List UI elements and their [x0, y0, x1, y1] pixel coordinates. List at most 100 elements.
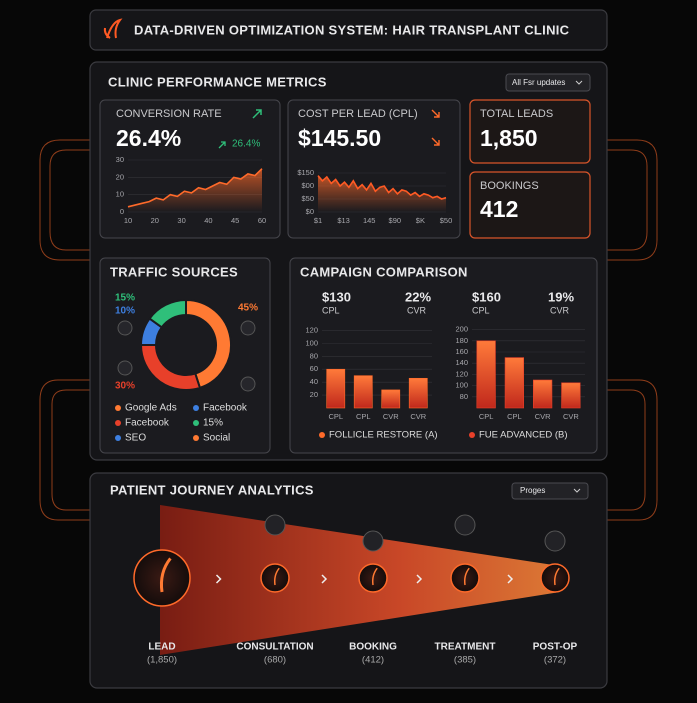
y-tick-label: 100: [455, 381, 468, 390]
card-title: TRAFFIC SOURCES: [110, 264, 238, 279]
bar: [326, 368, 346, 409]
bar: [533, 379, 553, 409]
panel-title: CLINIC PERFORMANCE METRICS: [108, 74, 327, 89]
dropdown-caret: [573, 488, 581, 493]
x-tick-label: $90: [389, 216, 402, 225]
y-tick-label: 120: [455, 369, 468, 378]
y-tick-label: $50: [301, 194, 314, 203]
stage-count: (372): [544, 655, 566, 666]
down-arrow: [431, 109, 440, 146]
stage-name: CONSULTATION: [236, 642, 313, 653]
y-tick-label: $150: [297, 168, 314, 177]
stage-name: POST-OP: [533, 642, 578, 653]
stage-count: (680): [264, 655, 286, 666]
campaign-cvr-label: CVR: [407, 305, 427, 315]
x-tick-label: CVR: [383, 412, 399, 421]
x-tick-label: $K: [416, 216, 425, 225]
y-tick-label: 140: [455, 358, 468, 367]
card-value: 1,850: [480, 125, 538, 151]
y-tick-label: 200: [455, 325, 468, 334]
legend-dot: [115, 435, 121, 441]
legend-label: Facebook: [125, 418, 170, 429]
donut-label: 30%: [115, 381, 135, 392]
legend-label: FUE ADVANCED (B): [479, 430, 568, 441]
x-tick-label: $13: [337, 216, 350, 225]
campaign-cpl: $160: [472, 289, 501, 304]
campaign-cvr-label: CVR: [550, 305, 570, 315]
card-change: 26.4%: [232, 139, 260, 150]
y-tick-label: $0: [306, 207, 314, 216]
campaign-card: [289, 257, 598, 454]
filter-dropdown[interactable]: [505, 73, 591, 92]
bookings-card: [469, 171, 591, 239]
y-tick-label: 30: [116, 155, 124, 164]
campaign-cpl-label: CPL: [472, 305, 490, 315]
stage-count: (412): [362, 655, 384, 666]
bar: [476, 340, 496, 409]
source-icon: [117, 320, 133, 336]
bar: [504, 357, 524, 409]
legend-dot: [469, 432, 475, 438]
campaign-cpl: $130: [322, 289, 351, 304]
stage-name: TREATMENT: [435, 642, 496, 653]
up-arrow: [252, 109, 262, 119]
stage-count: (1,850): [147, 655, 177, 666]
x-tick-label: CPL: [356, 412, 371, 421]
campaign-cpl-label: CPL: [322, 305, 340, 315]
follicle-icon: [371, 567, 378, 586]
y-tick-label: 120: [305, 325, 318, 334]
x-tick-label: 60: [258, 216, 266, 225]
x-tick-label: CPL: [507, 412, 522, 421]
legend-dot: [115, 420, 121, 426]
leads-card: [469, 99, 591, 164]
header-title: DATA-DRIVEN OPTIMIZATION SYSTEM: HAIR TR…: [134, 22, 570, 37]
y-tick-label: 60: [310, 364, 318, 373]
y-tick-label: 10: [116, 190, 124, 199]
x-tick-label: 145: [363, 216, 376, 225]
filter-text: Proges: [520, 486, 545, 495]
x-tick-label: 45: [231, 216, 239, 225]
follicle-icon: [463, 567, 470, 586]
follicle-icon: [159, 557, 172, 593]
legend-label: Social: [203, 433, 230, 444]
follicle-icon: [273, 567, 280, 586]
y-tick-label: $00: [301, 181, 314, 190]
x-tick-label: 30: [177, 216, 185, 225]
y-tick-label: 20: [116, 172, 124, 181]
legend-label: 15%: [203, 418, 223, 429]
stage-icon: [454, 514, 476, 536]
x-tick-label: CPL: [328, 412, 343, 421]
stage-icon: [264, 514, 286, 536]
up-arrow: [218, 141, 226, 149]
traffic-card: [99, 257, 271, 454]
stage-icon: [362, 530, 384, 552]
panel-title: PATIENT JOURNEY ANALYTICS: [110, 482, 314, 497]
logo: [103, 18, 123, 39]
source-icon: [240, 320, 256, 336]
y-tick-label: 100: [305, 338, 318, 347]
donut-label: 15%: [115, 293, 135, 304]
stage-name: BOOKING: [349, 642, 397, 653]
line-area: [318, 175, 446, 212]
card-value: $145.50: [298, 125, 381, 151]
filter-dropdown[interactable]: [511, 482, 589, 500]
header-bar: [89, 9, 608, 51]
bar: [381, 389, 401, 409]
source-icon: [117, 360, 133, 376]
bar: [353, 375, 373, 409]
x-tick-label: $50: [440, 216, 453, 225]
stage-name: LEAD: [148, 642, 175, 653]
x-tick-label: 40: [204, 216, 212, 225]
card-label: BOOKINGS: [480, 180, 539, 192]
card-label: COST PER LEAD (CPL): [298, 108, 418, 120]
stage-count: (385): [454, 655, 476, 666]
dropdown-caret: [575, 80, 583, 85]
x-tick-label: 10: [124, 216, 132, 225]
y-tick-label: 80: [310, 351, 318, 360]
bar: [561, 382, 581, 409]
source-icon: [240, 376, 256, 392]
chevron: [507, 574, 514, 584]
y-tick-label: 80: [460, 392, 468, 401]
